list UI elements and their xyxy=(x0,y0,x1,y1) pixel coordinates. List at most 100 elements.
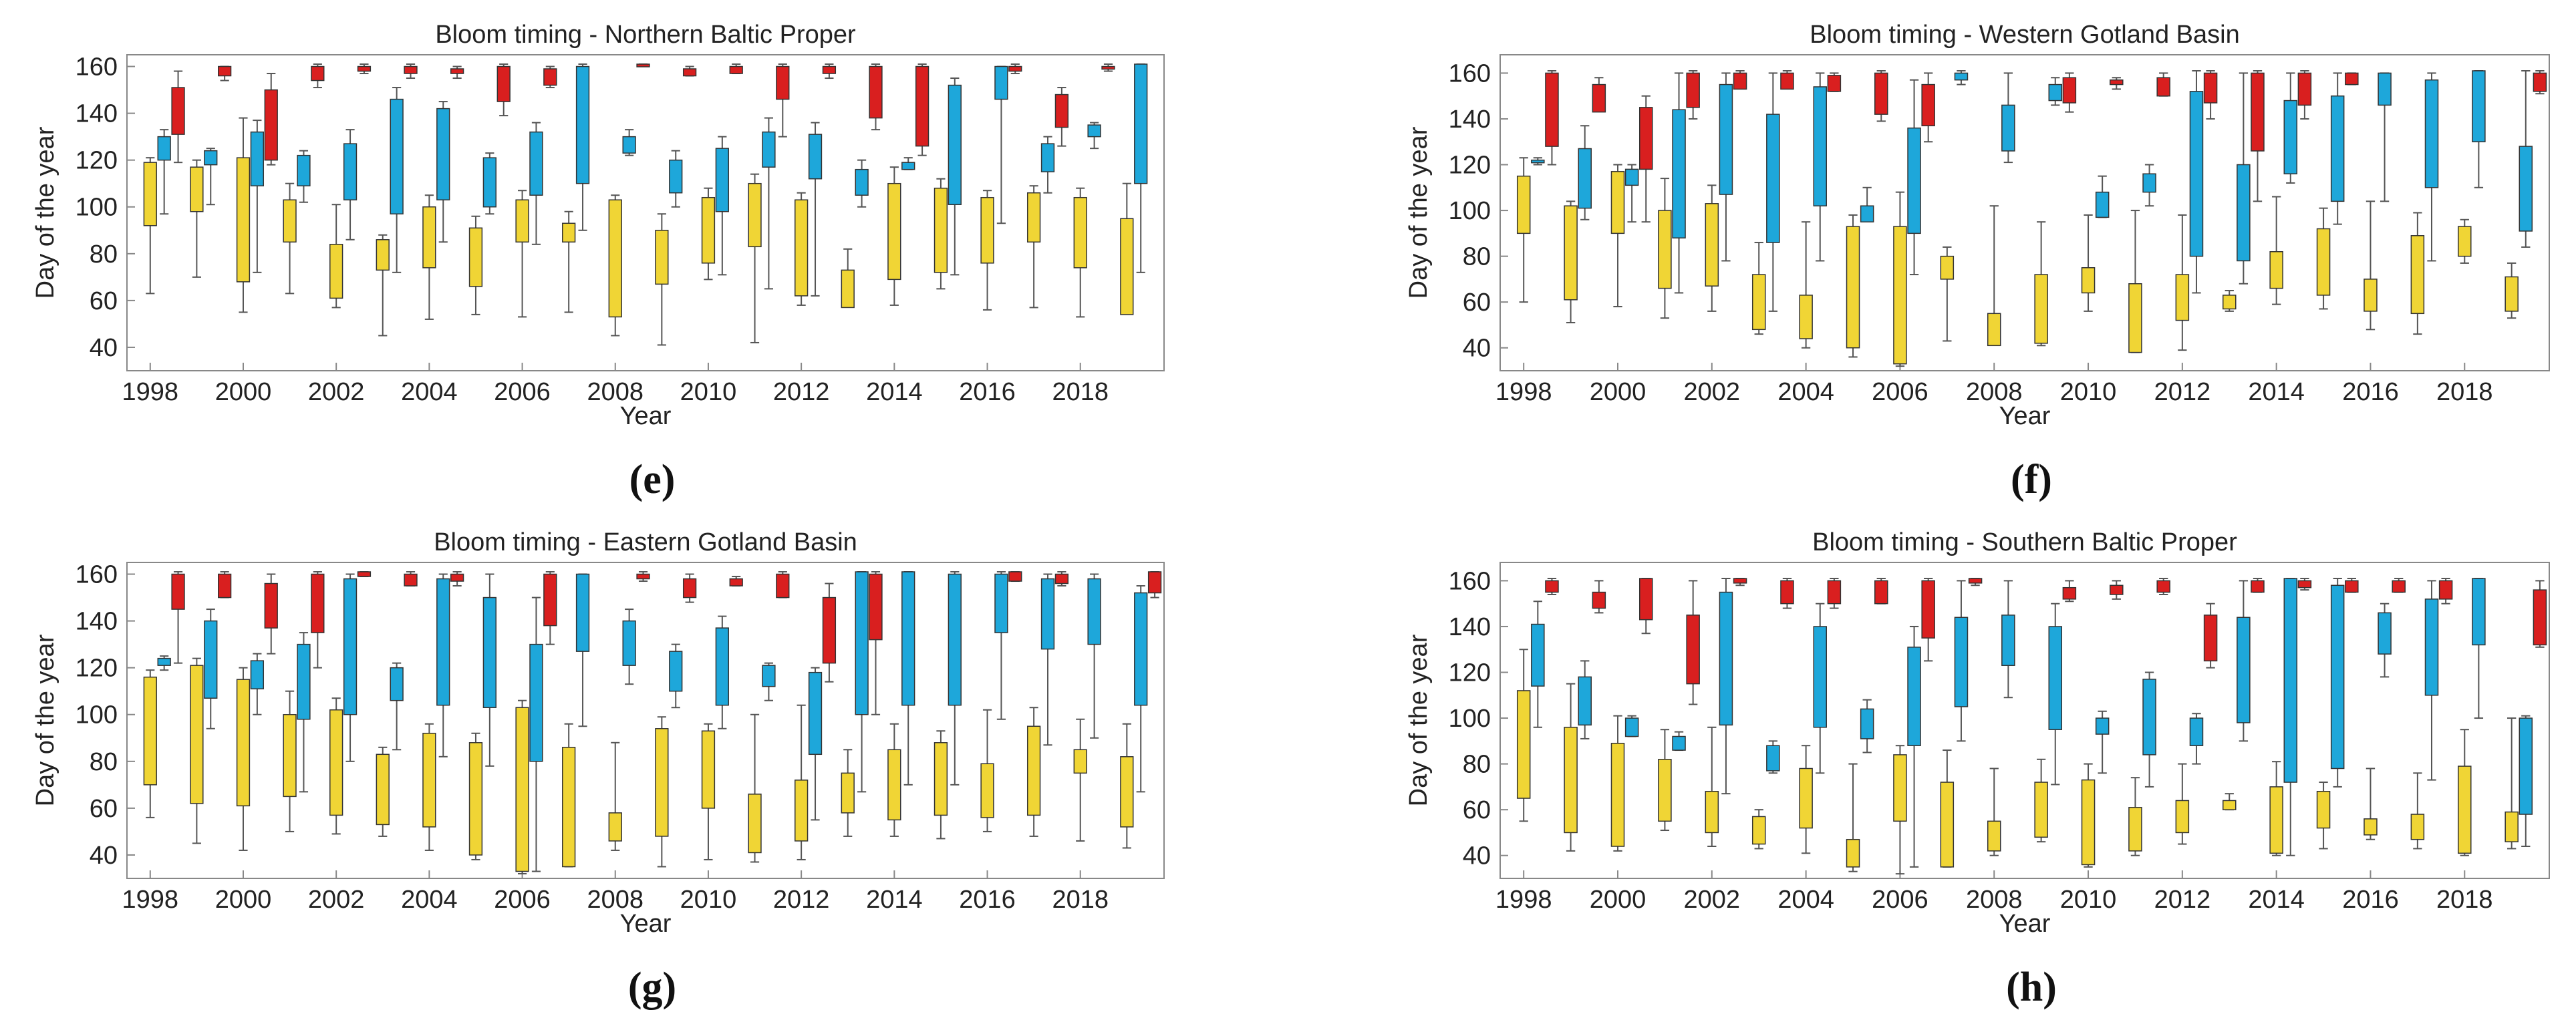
y-tick-label: 120 xyxy=(1449,659,1491,687)
y-axis-label: Day of the year xyxy=(31,126,59,299)
box-late-box xyxy=(776,65,790,100)
x-tick-label: 2018 xyxy=(2436,378,2493,406)
box-early-box xyxy=(515,707,529,872)
box-late-box xyxy=(171,573,185,610)
box-late-box xyxy=(218,573,232,599)
box-late-box xyxy=(2203,72,2218,104)
y-tick-label: 140 xyxy=(76,608,118,636)
box-late-box xyxy=(171,87,185,135)
x-tick-label: 2014 xyxy=(866,378,923,406)
box-main-box xyxy=(390,667,404,701)
box-main-box xyxy=(622,620,636,666)
box-early-box xyxy=(2223,800,2237,810)
box-early-box xyxy=(2458,226,2472,257)
box-main-box xyxy=(855,571,869,715)
box-late-box xyxy=(264,582,278,629)
box-early-box xyxy=(2081,779,2096,866)
box-main-box xyxy=(2330,584,2345,770)
box-late-box xyxy=(2110,584,2124,595)
box-main-box xyxy=(2048,83,2063,102)
box-main-box xyxy=(482,157,496,208)
box-late-box xyxy=(1780,580,1794,605)
x-tick-label: 2012 xyxy=(2154,886,2211,914)
box-early-box xyxy=(1751,816,1766,845)
box-early-box xyxy=(1940,782,1955,868)
x-tick-label: 1998 xyxy=(1495,378,1552,406)
box-late-box xyxy=(1101,65,1115,70)
x-axis-label: Year xyxy=(620,910,672,938)
box-late-box xyxy=(1545,580,1559,593)
box-late-box xyxy=(2533,589,2547,646)
box-early-box xyxy=(701,196,716,264)
box-main-box xyxy=(1766,745,1780,772)
box-main-box xyxy=(2519,146,2533,232)
box-main-box xyxy=(1719,591,1733,726)
chart-panel-g: Bloom timing - Eastern Gotland Basin 40 60… xyxy=(31,528,1165,1010)
box-main-box xyxy=(1087,124,1101,138)
box-late-box xyxy=(2251,72,2265,152)
x-tick-label: 2000 xyxy=(1590,378,1647,406)
box-late-box xyxy=(1054,573,1069,584)
box-early-box xyxy=(1940,255,1955,280)
box-late-box xyxy=(1147,571,1162,594)
x-tick-label: 2008 xyxy=(587,886,643,914)
box-main-box xyxy=(901,571,915,706)
box-late-box xyxy=(869,573,883,641)
x-tick-label: 1998 xyxy=(122,378,179,406)
box-late-box xyxy=(311,573,325,633)
x-tick-label: 2006 xyxy=(1872,886,1928,914)
box-late-box xyxy=(2438,580,2453,600)
y-axis-label: Day of the year xyxy=(31,634,59,806)
box-late-box xyxy=(1874,72,1888,115)
box-early-box xyxy=(1751,274,1766,331)
box-late-box xyxy=(822,65,837,74)
x-axis-label: Year xyxy=(620,402,672,430)
x-tick-label: 2008 xyxy=(1966,378,2023,406)
y-tick-label: 40 xyxy=(1463,842,1491,870)
box-main-box xyxy=(529,131,543,196)
plot-frame xyxy=(126,562,1165,879)
box-early-box xyxy=(980,763,994,818)
y-axis-label: Day of the year xyxy=(1405,126,1433,299)
box-late-box xyxy=(729,578,743,586)
box-main-box xyxy=(1134,63,1148,184)
chart-title: Bloom timing - Southern Baltic Proper xyxy=(1812,528,2237,556)
box-early-box xyxy=(2128,283,2142,353)
box-early-box xyxy=(1610,171,1625,234)
box-late-box xyxy=(1592,83,1606,113)
box-early-box xyxy=(841,772,855,814)
box-main-box xyxy=(1954,72,1969,81)
box-early-box xyxy=(1120,218,1134,315)
x-axis-label: Year xyxy=(1999,402,2051,430)
box-late-box xyxy=(1780,72,1794,90)
box-main-box xyxy=(2283,100,2298,174)
x-tick-label: 2016 xyxy=(959,378,1016,406)
box-early-box xyxy=(2223,295,2237,310)
box-main-box xyxy=(1624,717,1639,737)
box-early-box xyxy=(887,182,901,281)
box-main-box xyxy=(2283,578,2298,783)
box-late-box xyxy=(2392,580,2406,593)
box-early-box xyxy=(1564,727,1578,834)
box-early-box xyxy=(1026,725,1041,816)
box-early-box xyxy=(329,244,343,299)
box-late-box xyxy=(2203,615,2218,662)
x-tick-label: 2006 xyxy=(1872,378,1928,406)
box-early-box xyxy=(980,196,994,264)
x-tick-label: 2014 xyxy=(2248,378,2305,406)
y-tick-label: 80 xyxy=(90,240,118,269)
box-main-box xyxy=(204,620,218,699)
box-main-box xyxy=(2424,79,2439,188)
box-late-box xyxy=(543,68,557,86)
box-late-box xyxy=(2345,72,2359,86)
box-main-box xyxy=(2237,617,2251,723)
y-tick-label: 60 xyxy=(1463,289,1491,317)
box-main-box xyxy=(2048,626,2063,730)
chart-panel-e: Bloom timing - Northern Baltic Proper 40 6… xyxy=(31,21,1165,502)
box-main-box xyxy=(2330,95,2345,202)
box-late-box xyxy=(2156,77,2170,97)
box-early-box xyxy=(655,230,669,285)
y-tick-label: 40 xyxy=(1463,335,1491,363)
box-early-box xyxy=(1026,192,1041,243)
box-late-box xyxy=(682,578,697,599)
